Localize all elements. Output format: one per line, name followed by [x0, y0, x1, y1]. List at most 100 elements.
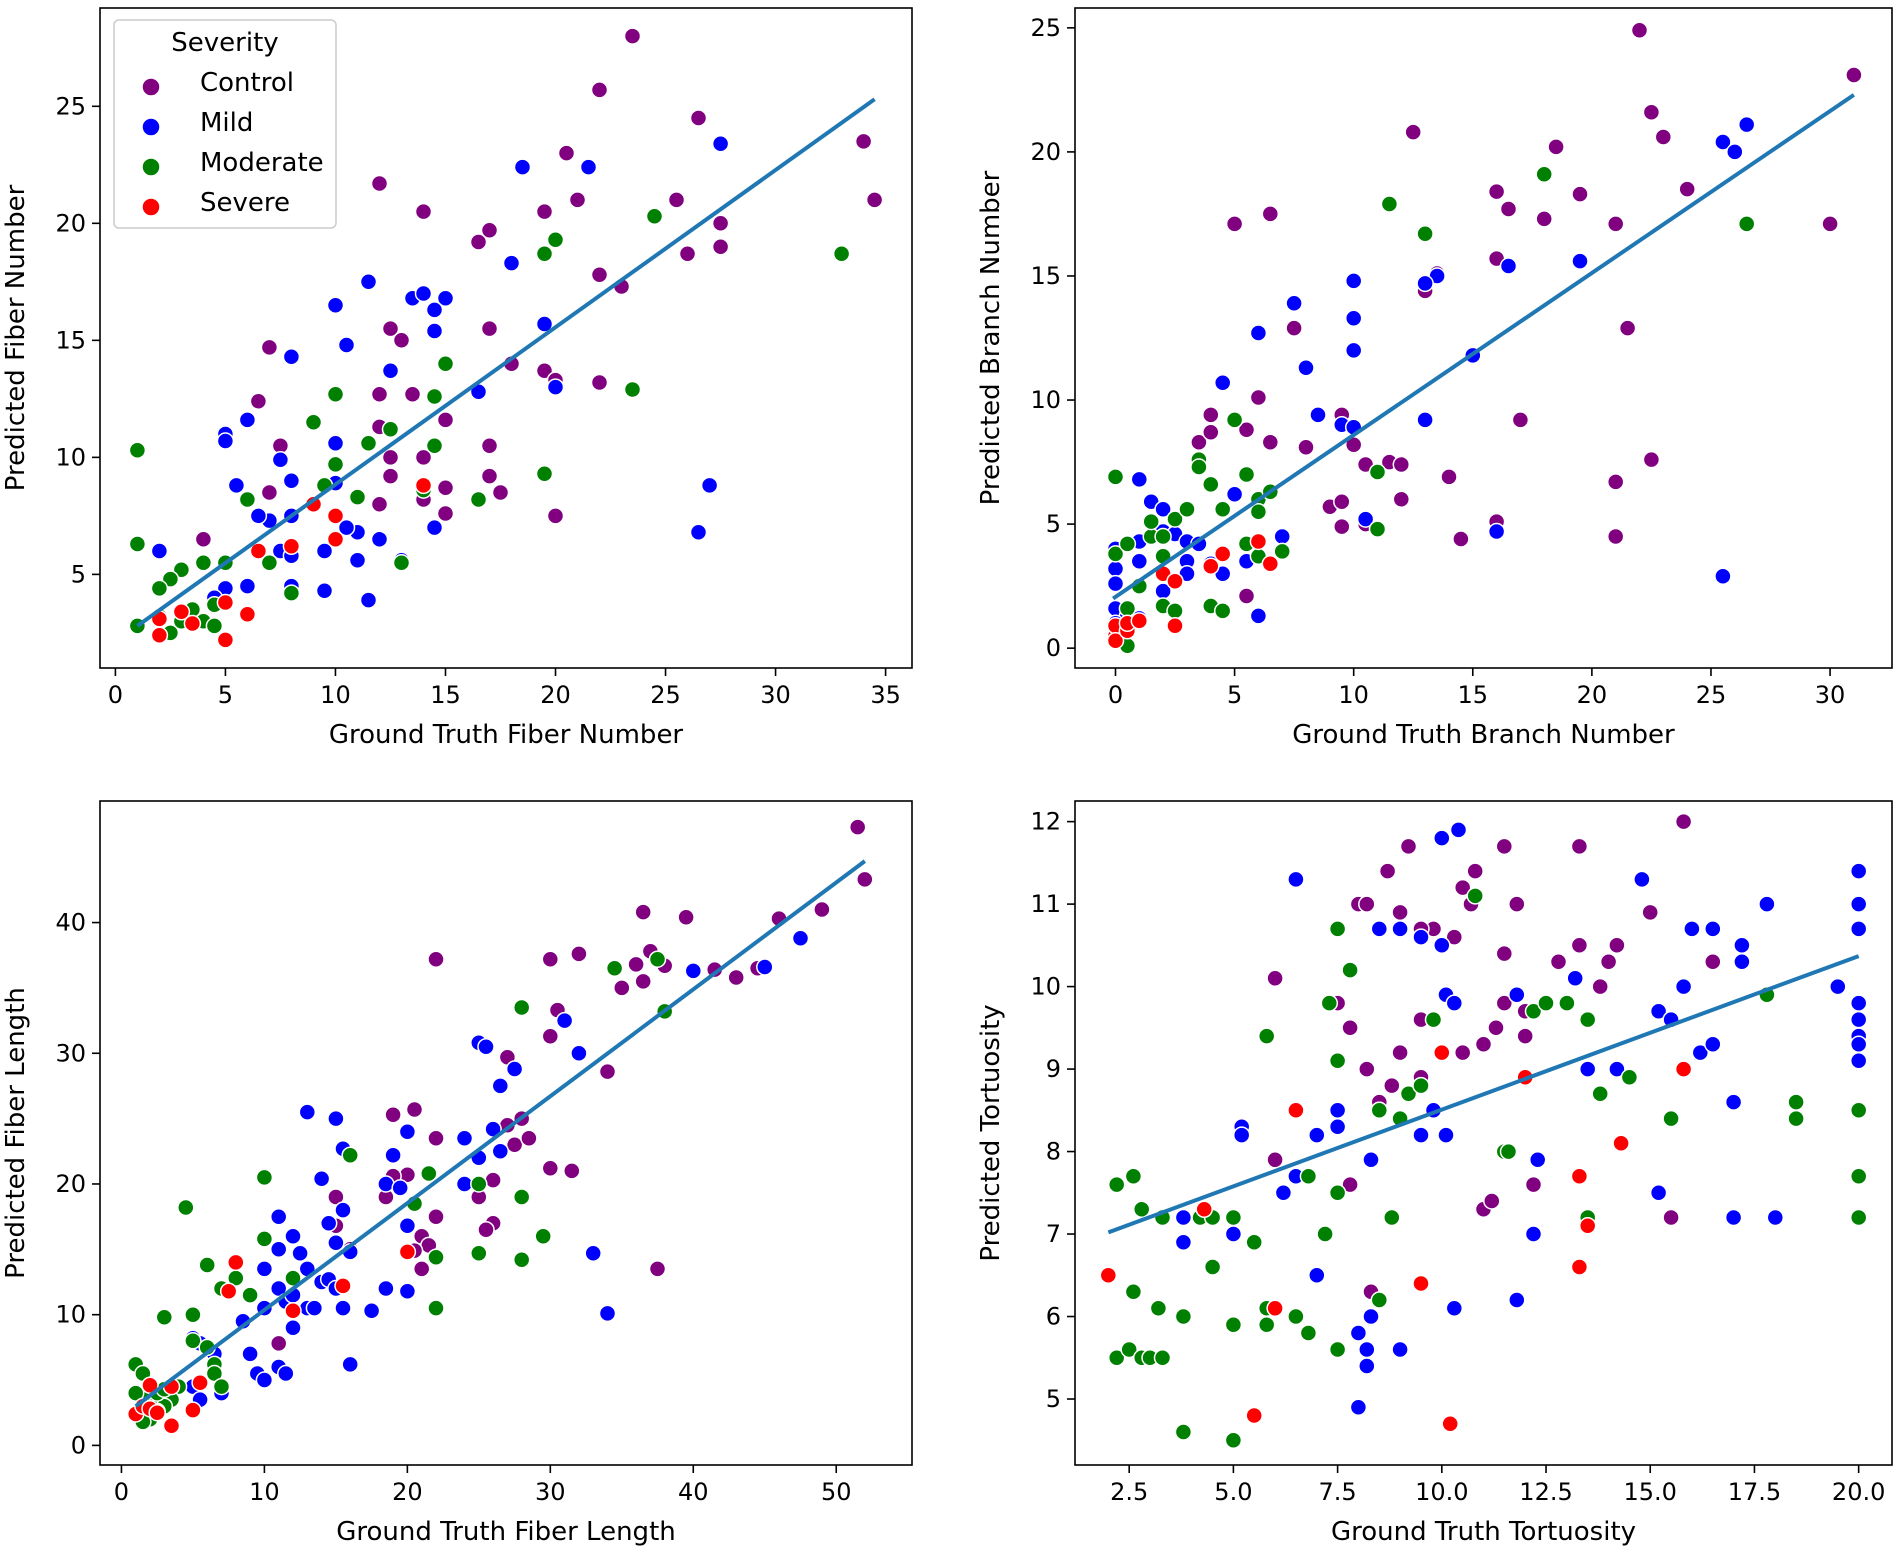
data-point-control: [412, 1260, 431, 1278]
data-point-mild: [1691, 1043, 1710, 1062]
data-point-moderate: [184, 1332, 202, 1350]
x-tick-label: 40: [678, 1478, 709, 1506]
data-point-severe: [1249, 532, 1268, 551]
data-point-moderate: [359, 434, 378, 453]
data-point-moderate: [1118, 599, 1137, 618]
data-point-control: [627, 955, 645, 974]
data-point-mild: [1524, 1225, 1543, 1243]
y-tick-label: 5: [71, 560, 86, 588]
data-point-mild: [1274, 1184, 1293, 1202]
data-point-moderate: [1424, 1010, 1443, 1029]
data-point-moderate: [1383, 1208, 1401, 1227]
data-point-moderate: [212, 1377, 231, 1396]
data-point-mild: [255, 1260, 274, 1278]
data-point-severe: [184, 1401, 202, 1419]
data-point-mild: [1412, 1126, 1430, 1144]
y-tick-label: 0: [1046, 634, 1061, 662]
data-point-mild: [1649, 1184, 1668, 1202]
data-point-moderate: [1787, 1093, 1805, 1111]
data-point-moderate: [1224, 1316, 1243, 1334]
data-point-control: [260, 483, 279, 502]
data-point-control: [1474, 1035, 1493, 1054]
data-point-mild: [1370, 920, 1389, 938]
x-tick-label: 20: [392, 1478, 423, 1506]
data-point-control: [370, 385, 389, 403]
data-point-moderate: [1149, 1299, 1168, 1318]
data-point-control: [1487, 182, 1506, 201]
data-point-mild: [555, 1011, 574, 1030]
y-axis-label: Predicted Branch Number: [976, 170, 1006, 505]
y-tick-label: 20: [55, 1170, 86, 1198]
x-axis-label: Ground Truth Fiber Length: [336, 1517, 676, 1547]
data-point-moderate: [198, 1256, 216, 1274]
data-point-control: [598, 1062, 617, 1081]
data-point-control: [405, 1100, 424, 1119]
data-point-moderate: [1273, 542, 1291, 561]
data-point-control: [1499, 200, 1518, 218]
data-point-moderate: [1237, 465, 1256, 484]
data-point-mild: [1849, 1052, 1868, 1070]
x-tick-label: 0: [108, 681, 123, 709]
data-point-moderate: [535, 244, 554, 263]
data-point-mild: [1106, 560, 1125, 578]
data-point-moderate: [1328, 1052, 1347, 1070]
data-point-mild: [1849, 1035, 1868, 1054]
data-point-severe: [1166, 572, 1184, 590]
data-point-moderate: [255, 1168, 274, 1187]
data-point-severe: [1570, 1167, 1589, 1186]
data-point-moderate: [1287, 1307, 1305, 1326]
data-point-mild: [1412, 928, 1430, 946]
data-point-moderate: [1466, 887, 1484, 905]
y-tick-label: 10: [1030, 386, 1061, 414]
legend-marker: [141, 77, 161, 97]
data-point-mild: [1349, 1324, 1368, 1342]
data-point-severe: [326, 507, 345, 525]
data-point-control: [480, 319, 499, 338]
data-point-control: [1549, 953, 1568, 971]
data-point-mild: [584, 1244, 602, 1263]
data-point-severe: [1261, 555, 1280, 573]
data-point-moderate: [1341, 961, 1359, 979]
data-point-mild: [269, 1240, 288, 1259]
data-point-severe: [1578, 1217, 1597, 1235]
data-point-control: [1333, 517, 1351, 536]
data-point-control: [427, 1129, 445, 1147]
data-point-severe: [162, 1417, 181, 1435]
data-point-moderate: [155, 1308, 174, 1327]
data-point-mild: [305, 1299, 324, 1317]
data-point-mild: [241, 1345, 259, 1363]
data-point-control: [1341, 1175, 1359, 1194]
data-point-moderate: [645, 207, 664, 226]
data-point-moderate: [1316, 1225, 1334, 1243]
data-point-moderate: [470, 1175, 488, 1193]
data-point-moderate: [1166, 602, 1184, 620]
data-point-control: [484, 1171, 502, 1189]
data-point-mild: [1297, 359, 1315, 377]
data-point-control: [469, 233, 488, 251]
data-point-control: [1495, 944, 1514, 963]
data-point-mild: [1433, 829, 1451, 847]
data-point-severe: [282, 537, 301, 556]
data-point-mild: [362, 1302, 381, 1320]
data-point-control: [1511, 411, 1530, 429]
data-point-control: [1654, 128, 1673, 146]
y-axis-ticks: 0 5 10 15 20 25: [1030, 14, 1075, 662]
x-tick-label: 7.5: [1319, 1478, 1357, 1506]
data-point-severe: [284, 1302, 302, 1320]
data-point-mild: [1704, 920, 1722, 938]
data-point-moderate: [1737, 215, 1756, 233]
data-point-moderate: [255, 1230, 274, 1248]
data-point-control: [590, 373, 609, 392]
data-point-severe: [1674, 1060, 1693, 1078]
x-tick-label: 20: [540, 681, 571, 709]
data-point-control: [623, 27, 642, 45]
data-point-mild: [1724, 1093, 1743, 1111]
x-tick-label: 0: [1108, 681, 1123, 709]
data-point-control: [520, 1129, 538, 1147]
data-point-control: [480, 221, 499, 240]
data-point-mild: [1733, 936, 1751, 955]
data-point-mild: [1232, 1126, 1251, 1144]
data-point-control: [1445, 928, 1464, 946]
data-point-mild: [327, 1109, 345, 1128]
